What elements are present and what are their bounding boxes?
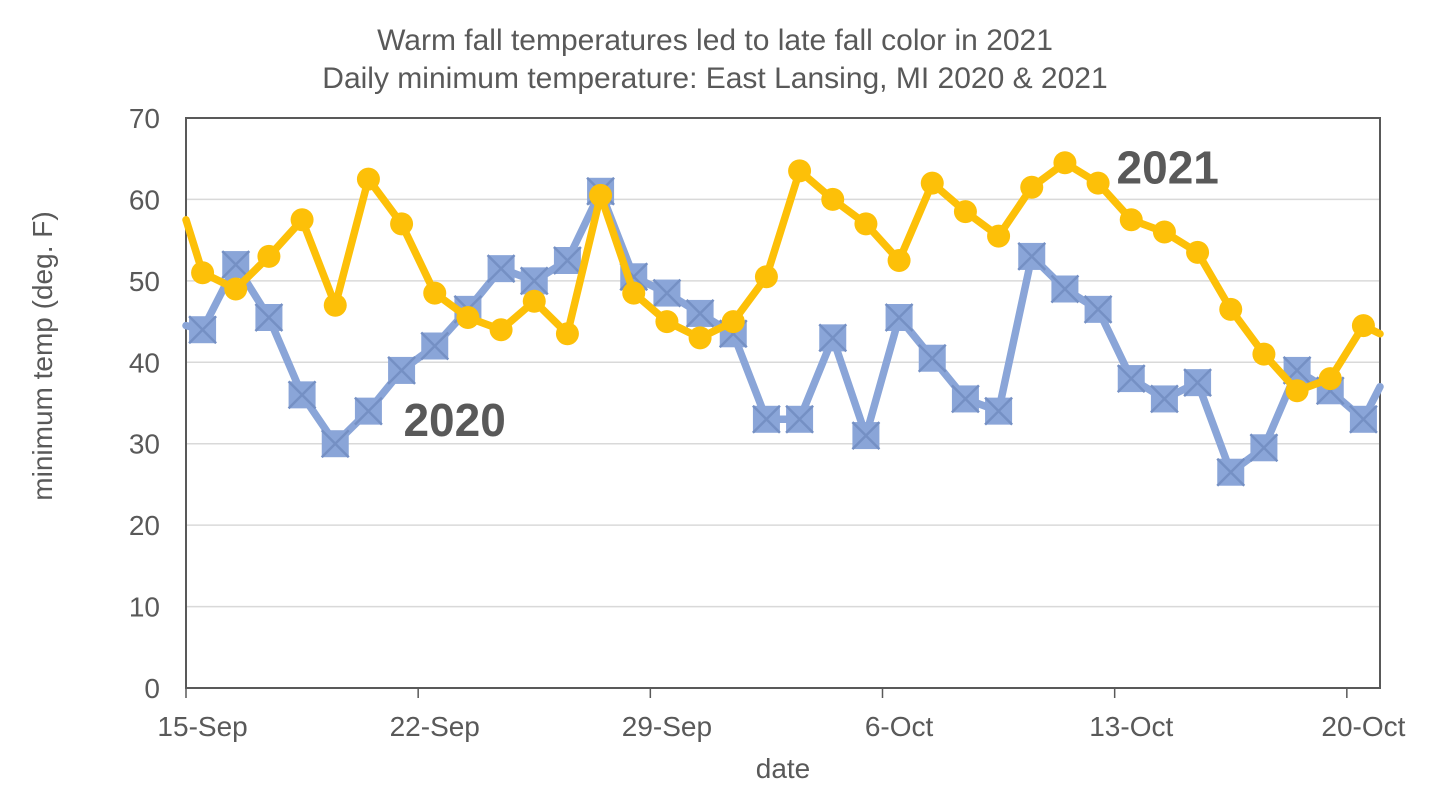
marker-2021 — [622, 281, 646, 305]
marker-2020-cross — [221, 250, 251, 279]
y-axis-title: minimum temp (deg. F) — [27, 211, 58, 500]
marker-2021 — [390, 212, 414, 236]
y-tick-label: 40 — [129, 347, 160, 378]
marker-2020-cross — [984, 396, 1013, 426]
marker-2021 — [224, 277, 248, 301]
marker-2020-cross — [519, 266, 549, 296]
marker-2021 — [191, 261, 215, 285]
marker-2021 — [655, 310, 679, 334]
marker-2020-cross — [1349, 404, 1378, 434]
marker-2020-cross — [486, 254, 516, 284]
marker-2021 — [257, 244, 281, 268]
y-tick-label: 70 — [129, 103, 160, 134]
marker-2021 — [1086, 171, 1110, 195]
marker-2021 — [953, 200, 977, 224]
series-2021-line — [182, 159, 1384, 395]
marker-2021 — [489, 318, 513, 342]
marker-2020-cross — [884, 303, 914, 332]
marker-2021 — [1318, 367, 1342, 391]
marker-2021 — [987, 224, 1011, 248]
marker-2021 — [788, 159, 812, 183]
marker-2020-cross — [387, 356, 416, 385]
marker-2021 — [1119, 208, 1143, 232]
marker-2020-cross — [1150, 384, 1179, 414]
marker-2021 — [1020, 175, 1044, 199]
y-tick-label: 20 — [129, 510, 160, 541]
marker-2021 — [1285, 379, 1309, 403]
marker-2020-cross — [553, 246, 582, 275]
x-tick-label: 6-Oct — [865, 711, 934, 742]
series-label-2021: 2021 — [1117, 142, 1219, 194]
marker-2021 — [1252, 342, 1276, 366]
marker-2020-cross — [785, 404, 814, 434]
marker-2020-cross — [818, 323, 848, 353]
marker-2021 — [754, 265, 778, 289]
marker-2021 — [423, 281, 447, 305]
chart-title: Warm fall temperatures led to late fall … — [0, 22, 1430, 98]
marker-2020-cross — [752, 404, 781, 434]
marker-2020-cross — [287, 380, 317, 410]
marker-2020-cross — [652, 278, 682, 308]
y-tick-label: 50 — [129, 266, 160, 297]
marker-2021 — [854, 212, 878, 236]
marker-2021 — [688, 326, 712, 350]
marker-2021 — [456, 306, 480, 329]
marker-2020-cross — [851, 421, 881, 450]
x-tick-label: 29-Sep — [622, 711, 712, 742]
marker-2020-cross — [1183, 368, 1212, 398]
marker-2021 — [1186, 240, 1210, 264]
y-tick-label: 60 — [129, 184, 160, 215]
marker-2020-cross — [951, 384, 980, 414]
x-axis-title: date — [756, 753, 811, 784]
x-tick-label: 15-Sep — [157, 711, 247, 742]
y-tick-label: 10 — [129, 592, 160, 623]
marker-2020-cross — [320, 429, 350, 459]
marker-2021 — [1351, 314, 1375, 338]
marker-2021 — [1152, 220, 1176, 244]
marker-2021 — [290, 208, 314, 232]
marker-2021 — [522, 289, 546, 313]
marker-2021 — [920, 171, 944, 195]
x-tick-label: 13-Oct — [1089, 711, 1173, 742]
y-tick-label: 30 — [129, 429, 160, 460]
marker-2020-cross — [254, 303, 284, 332]
x-tick-label: 20-Oct — [1321, 711, 1405, 742]
marker-2021 — [1053, 151, 1077, 175]
marker-2020-cross — [354, 396, 383, 426]
marker-2020-cross — [420, 331, 450, 361]
y-tick-label: 0 — [144, 673, 160, 704]
marker-2020-cross — [1216, 457, 1246, 487]
series-label-2020: 2020 — [403, 394, 505, 446]
marker-2020-cross — [917, 343, 947, 373]
plot-generated: 0 10 20 30 40 50 60 70 15-Sep 22-Sep 29-Sep 6-Oct 13… — [129, 103, 1406, 742]
chart-title-line1: Warm fall temperatures led to late fall … — [377, 24, 1053, 57]
x-tick-label: 22-Sep — [390, 711, 480, 742]
chart-title-line2: Daily minimum temperature: East Lansing,… — [322, 62, 1108, 95]
marker-2021 — [887, 249, 911, 272]
marker-2020-cross — [1116, 364, 1146, 393]
plot-border — [185, 117, 1381, 689]
marker-2021 — [821, 187, 845, 211]
marker-2020-cross — [1083, 294, 1113, 324]
marker-2020-cross — [1249, 433, 1279, 463]
marker-2021 — [1219, 297, 1243, 321]
marker-2020-cross — [1050, 274, 1080, 304]
marker-2021 — [555, 322, 579, 346]
marker-2020-cross — [1017, 242, 1047, 271]
marker-2021 — [589, 183, 613, 207]
marker-2021 — [721, 310, 745, 334]
marker-2020-cross — [188, 315, 217, 345]
marker-2020-cross — [685, 299, 715, 328]
marker-2021 — [356, 167, 380, 191]
marker-2021 — [323, 293, 347, 317]
